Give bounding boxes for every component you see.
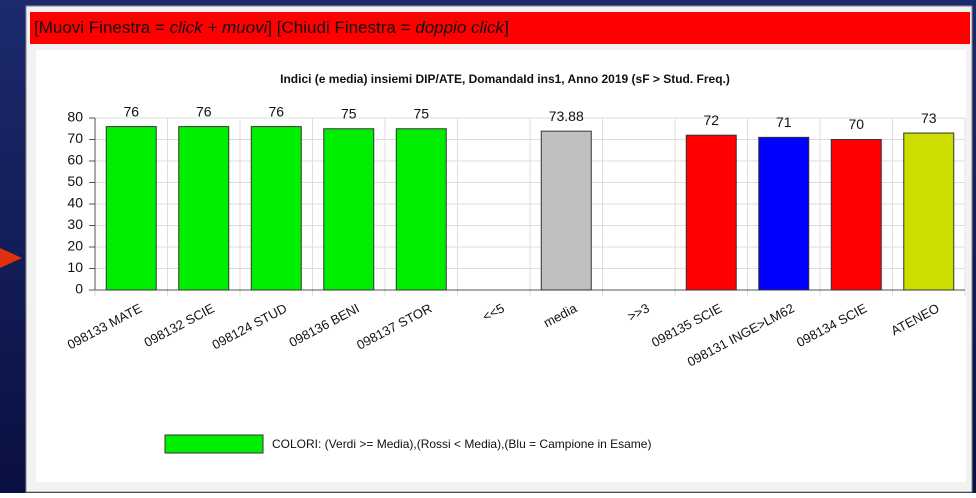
value-label: 73 xyxy=(921,110,937,126)
y-tick-label: 30 xyxy=(67,216,83,232)
header-part: click + muovi xyxy=(170,18,269,37)
bar xyxy=(903,132,955,291)
value-label: 75 xyxy=(341,105,357,121)
y-tick-label: 40 xyxy=(67,195,83,211)
window-header[interactable] xyxy=(30,12,970,44)
bar xyxy=(250,126,302,291)
value-label: 76 xyxy=(268,103,284,119)
header-part: ] [Chiudi Finestra = xyxy=(267,18,415,37)
bar xyxy=(105,126,157,291)
bar xyxy=(758,136,810,291)
y-tick-label: 20 xyxy=(67,238,83,254)
value-label: 76 xyxy=(123,103,139,119)
y-tick-label: 0 xyxy=(75,281,83,297)
arrow xyxy=(0,248,22,268)
y-tick-label: 10 xyxy=(67,259,83,275)
bar xyxy=(323,128,375,291)
value-label: 73.88 xyxy=(549,108,584,124)
value-label: 71 xyxy=(776,114,792,130)
y-tick-label: 60 xyxy=(67,152,83,168)
y-tick-label: 70 xyxy=(67,130,83,146)
bar xyxy=(178,126,230,291)
value-label: 72 xyxy=(703,112,719,128)
legend-swatch xyxy=(164,434,264,454)
chart-title: Indici (e media) insiemi DIP/ATE, Domand… xyxy=(280,72,730,86)
header-part: ] xyxy=(504,18,509,37)
value-label: 75 xyxy=(413,105,429,121)
legend-label: COLORI: (Verdi >= Media),(Rossi < Media)… xyxy=(272,437,651,451)
header-part: [Muovi Finestra = xyxy=(34,18,170,37)
bar xyxy=(540,130,592,291)
bar xyxy=(395,128,447,291)
value-label: 76 xyxy=(196,103,212,119)
bar xyxy=(830,139,882,291)
header-text: [Muovi Finestra = click + muovi] [Chiudi… xyxy=(34,18,509,37)
y-tick-label: 80 xyxy=(67,109,83,125)
chart-panel xyxy=(36,50,966,482)
value-label: 70 xyxy=(848,116,864,132)
header-part: doppio click xyxy=(415,18,505,37)
y-tick-label: 50 xyxy=(67,173,83,189)
bar xyxy=(685,134,737,291)
